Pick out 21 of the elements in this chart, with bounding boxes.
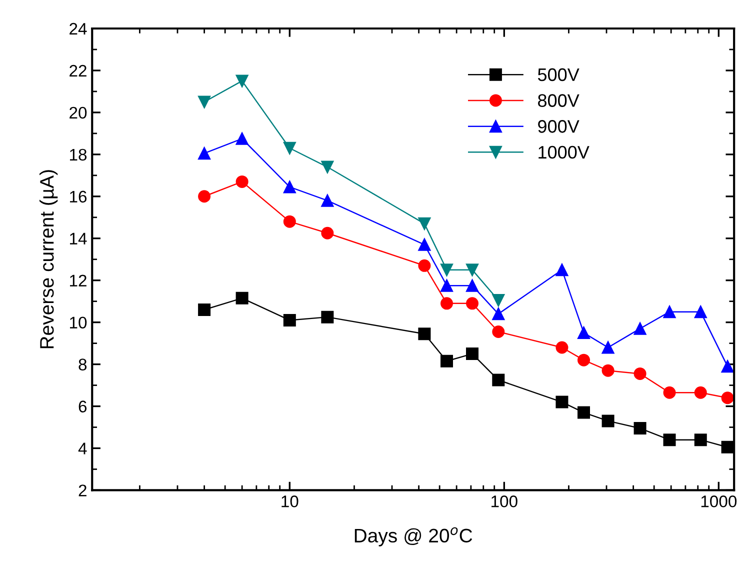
legend-label: 1000V — [538, 146, 590, 159]
y-tick-label: 4 — [78, 442, 87, 454]
y-tick-label: 2 — [78, 484, 86, 496]
y-tick-label: 22 — [70, 64, 86, 77]
y-tick-label: 8 — [78, 358, 87, 370]
legend-label: 900V — [538, 120, 580, 133]
x-tick-label: 100 — [492, 496, 518, 508]
y-tick-label: 14 — [70, 232, 87, 244]
y-tick-label: 10 — [70, 316, 87, 329]
x-axis-title: Days @ 20$^{o}$C — [354, 527, 472, 546]
y-tick-label: 12 — [70, 274, 86, 286]
legend-label: 500V — [538, 68, 580, 82]
y-tick-label: 6 — [78, 400, 87, 412]
y-tick-label: 20 — [70, 106, 87, 119]
y-tick-label: 24 — [70, 22, 87, 35]
x-tick-label: 1000 — [701, 496, 737, 508]
legend-label: 800V — [538, 94, 580, 107]
y-axis-title: Reverse current (µA) — [39, 170, 58, 348]
x-tick-label: 10 — [282, 496, 298, 508]
y-tick-label: 16 — [70, 190, 87, 203]
y-tick-label: 18 — [70, 148, 87, 161]
